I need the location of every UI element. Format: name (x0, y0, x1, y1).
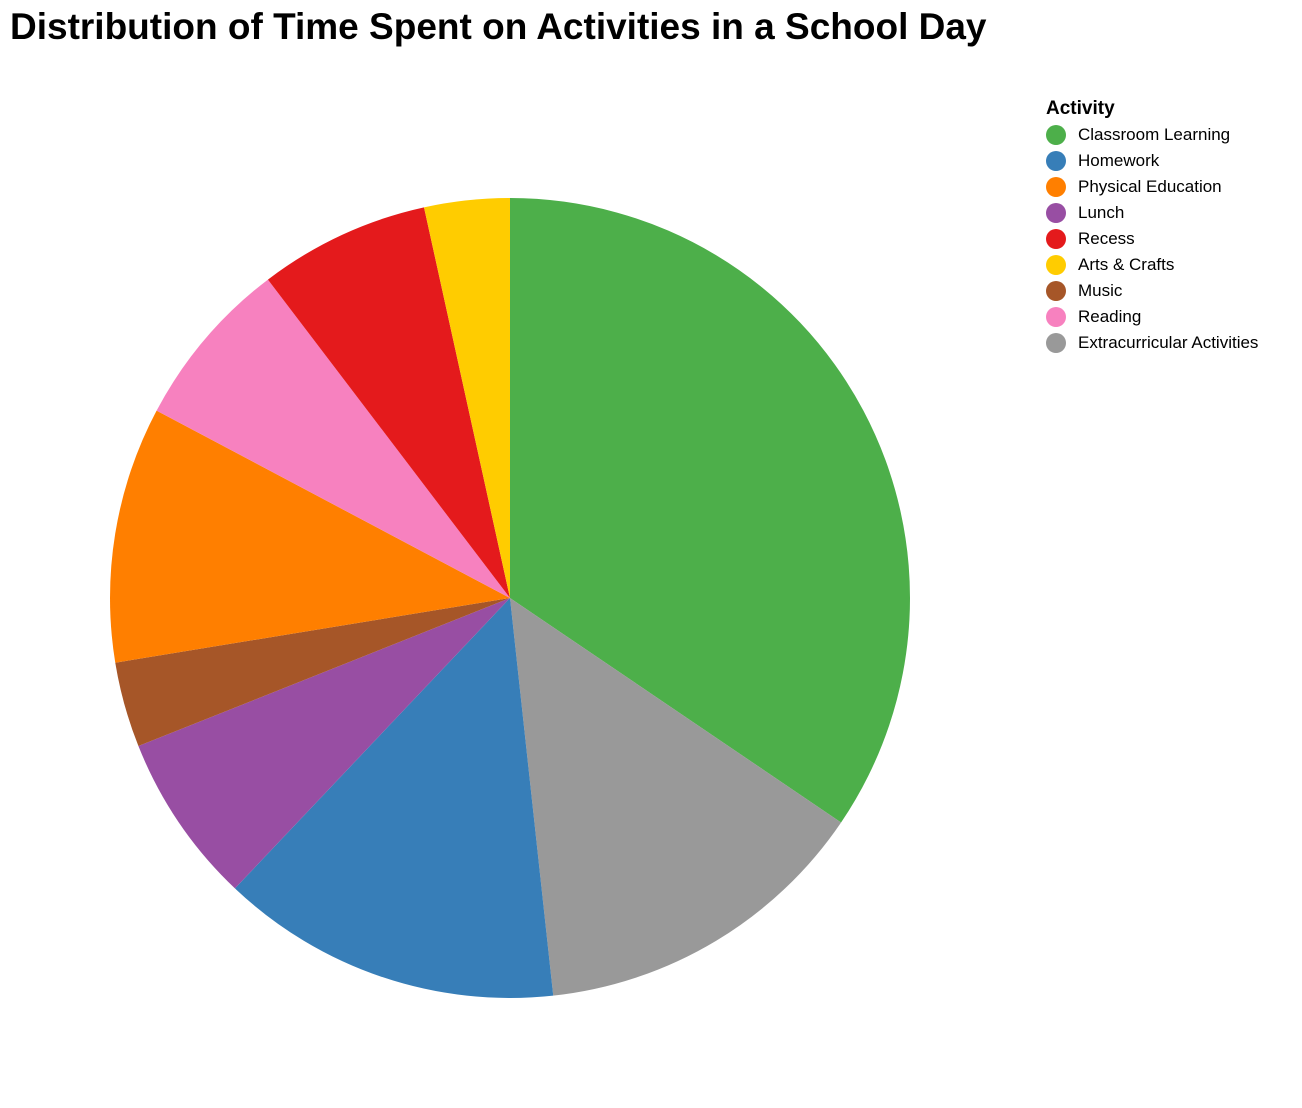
legend-item: Physical Education (1046, 174, 1258, 200)
legend-label: Recess (1078, 229, 1135, 248)
pie-slice-physical-education (110, 410, 511, 663)
legend-swatch (1046, 307, 1066, 327)
legend-swatch (1046, 151, 1066, 171)
legend-item: Homework (1046, 148, 1258, 174)
legend-label: Classroom Learning (1078, 125, 1231, 144)
legend-label: Extracurricular Activities (1078, 333, 1259, 352)
legend-label: Lunch (1078, 203, 1125, 222)
pie-slice-recess (267, 207, 510, 598)
legend-item: Recess (1046, 226, 1258, 252)
pie-slice-extracurricular-activities (510, 598, 842, 996)
legend-item: Reading (1046, 304, 1258, 330)
legend-label: Homework (1078, 151, 1160, 170)
pie-slice-homework (234, 598, 554, 999)
legend-items: Classroom Learning Homework Physical Educa… (1046, 122, 1258, 356)
pie-slice-lunch (138, 598, 511, 889)
pie-slice-arts-crafts (424, 198, 510, 598)
legend-swatch (1046, 281, 1066, 301)
legend-label: Music (1078, 281, 1123, 300)
legend-item: Lunch (1046, 200, 1258, 226)
legend-label: Reading (1078, 307, 1142, 326)
legend-item: Extracurricular Activities (1046, 330, 1258, 356)
legend-swatch (1046, 177, 1066, 197)
chart-title: Distribution of Time Spent on Activities… (10, 6, 987, 47)
legend-swatch (1046, 203, 1066, 223)
legend: Activity Classroom Learning Homework Physi… (1046, 96, 1258, 356)
legend-swatch (1046, 125, 1066, 145)
legend-title: Activity (1046, 98, 1115, 119)
pie-slices (110, 198, 910, 999)
legend-swatch (1046, 229, 1066, 249)
pie-slice-reading (156, 279, 510, 598)
legend-item: Arts & Crafts (1046, 252, 1258, 278)
legend-label: Arts & Crafts (1078, 255, 1175, 274)
pie-slice-classroom-learning (510, 198, 910, 823)
legend-label: Physical Education (1078, 177, 1222, 196)
pie-slice-music (115, 598, 510, 747)
legend-item: Classroom Learning (1046, 122, 1258, 148)
legend-swatch (1046, 255, 1066, 275)
legend-item: Music (1046, 278, 1258, 304)
legend-swatch (1046, 333, 1066, 353)
